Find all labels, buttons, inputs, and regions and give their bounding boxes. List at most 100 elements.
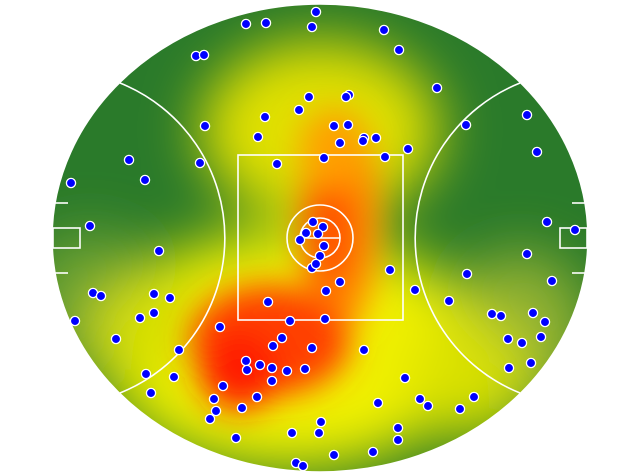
point [399, 372, 411, 384]
point [267, 340, 279, 352]
point [251, 391, 263, 403]
point [306, 342, 318, 354]
point [502, 333, 514, 345]
point [84, 220, 96, 232]
point [262, 296, 274, 308]
point [210, 405, 222, 417]
point [168, 371, 180, 383]
point [294, 234, 306, 246]
point [271, 158, 283, 170]
point [495, 310, 507, 322]
point [367, 446, 379, 458]
point [402, 143, 414, 155]
point [521, 109, 533, 121]
point [204, 413, 216, 425]
point [334, 137, 346, 149]
point [199, 120, 211, 132]
point [539, 316, 551, 328]
point [531, 146, 543, 158]
point [312, 228, 324, 240]
point [319, 313, 331, 325]
point [535, 331, 547, 343]
point [286, 427, 298, 439]
point [315, 416, 327, 428]
point [310, 258, 322, 270]
point [460, 119, 472, 131]
point [392, 434, 404, 446]
point [393, 44, 405, 56]
point [378, 24, 390, 36]
point [173, 344, 185, 356]
point [307, 216, 319, 228]
point [521, 248, 533, 260]
point [240, 18, 252, 30]
point [310, 6, 322, 18]
point [148, 307, 160, 319]
point [342, 119, 354, 131]
point [527, 307, 539, 319]
point [139, 174, 151, 186]
point [259, 111, 271, 123]
point [214, 321, 226, 333]
point [468, 391, 480, 403]
point [254, 359, 266, 371]
point [153, 245, 165, 257]
point [293, 104, 305, 116]
point [236, 402, 248, 414]
point [384, 264, 396, 276]
point [297, 460, 309, 472]
point [65, 177, 77, 189]
point [110, 333, 122, 345]
point [266, 362, 278, 374]
point [414, 393, 426, 405]
point [266, 375, 278, 387]
point [134, 312, 146, 324]
point [140, 368, 152, 380]
point [358, 344, 370, 356]
point [148, 288, 160, 300]
point [409, 284, 421, 296]
point [486, 308, 498, 320]
point [431, 82, 443, 94]
point [318, 240, 330, 252]
point [123, 154, 135, 166]
point [303, 91, 315, 103]
point [306, 21, 318, 33]
point [252, 131, 264, 143]
point [194, 157, 206, 169]
point [260, 17, 272, 29]
point [569, 224, 581, 236]
point [217, 380, 229, 392]
point [357, 135, 369, 147]
point [276, 332, 288, 344]
point [299, 363, 311, 375]
point [443, 295, 455, 307]
point [503, 362, 515, 374]
point [461, 268, 473, 280]
point [516, 337, 528, 349]
point [370, 132, 382, 144]
point [300, 227, 312, 239]
point [320, 285, 332, 297]
point [340, 91, 352, 103]
point [284, 315, 296, 327]
field-lines [51, 3, 589, 473]
point [546, 275, 558, 287]
point [525, 357, 537, 369]
point [541, 216, 553, 228]
point [328, 120, 340, 132]
point [281, 365, 293, 377]
point [318, 152, 330, 164]
point [379, 151, 391, 163]
point [198, 49, 210, 61]
point [208, 393, 220, 405]
heatmap [52, 4, 588, 472]
point [241, 364, 253, 376]
point [317, 221, 329, 233]
point [164, 292, 176, 304]
point [69, 315, 81, 327]
point [145, 387, 157, 399]
point [95, 290, 107, 302]
point [240, 355, 252, 367]
